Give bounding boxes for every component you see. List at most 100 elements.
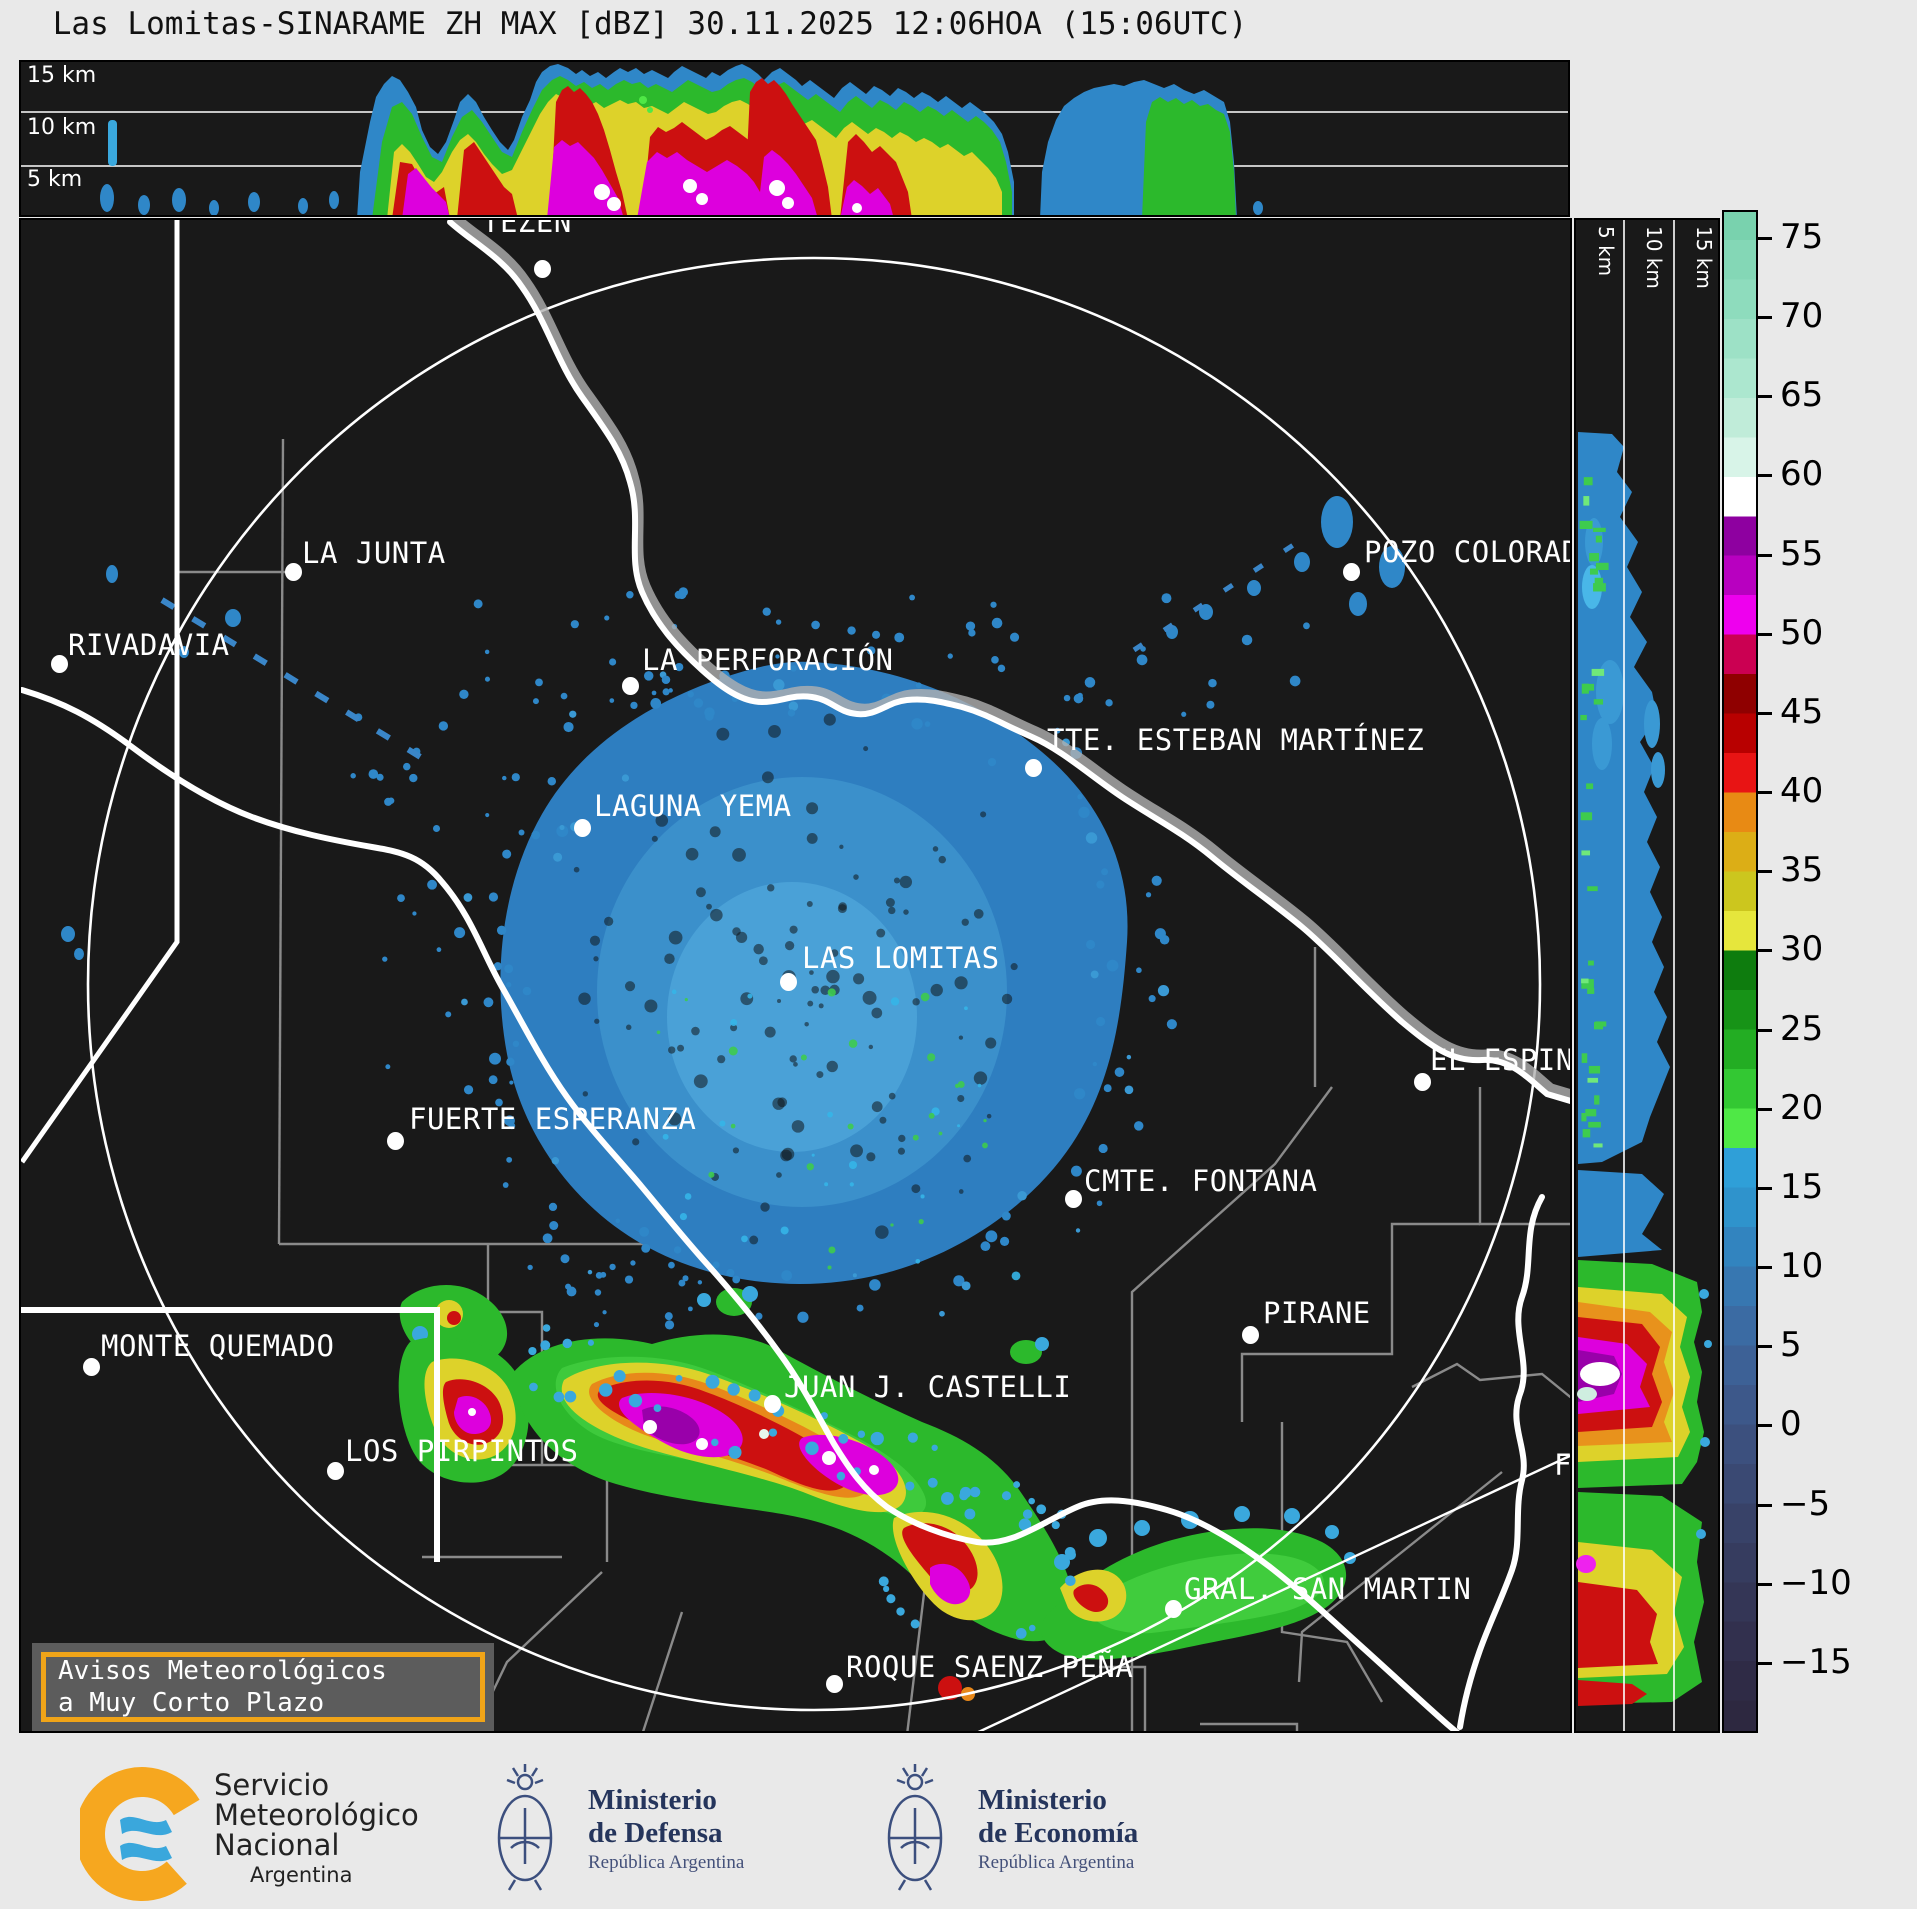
top-panel-echoes (100, 64, 1263, 215)
colorbar-tick-label: 55 (1780, 533, 1824, 574)
top-cross-section-panel: 15 km 10 km 5 km (19, 60, 1570, 217)
city-label: MONTE QUEMADO (101, 1329, 335, 1363)
city-dot (1065, 1190, 1082, 1208)
city-label: LOS PIRPINTOS (345, 1434, 579, 1468)
top-cross-section-graphic (21, 64, 1568, 215)
colorbar-tick-label: 35 (1780, 850, 1824, 891)
right-cross-section-graphic (1576, 220, 1712, 1731)
rivers (21, 220, 1570, 1731)
city-label: ROQUE SAENZ PEÑA (846, 1650, 1134, 1684)
city-label: RIVADAVIA (68, 628, 230, 662)
city-dot (327, 1462, 344, 1480)
colorbar-tick (1758, 1582, 1772, 1586)
ministry-name-line: de Defensa (588, 1817, 723, 1849)
defensa-crest-icon (497, 1764, 553, 1891)
footer: Servicio Meteorológico Nacional Argentin… (0, 1756, 1917, 1909)
top-altitude-label: 10 km (27, 115, 97, 140)
rhi-echoes (1576, 432, 1712, 1706)
colorbar-tick-label: 45 (1780, 691, 1824, 732)
city-dot (83, 1358, 100, 1376)
colorbar-tick (1758, 1503, 1772, 1507)
top-altitude-label: 15 km (27, 63, 97, 88)
route-line-white (977, 1454, 1570, 1731)
city-label: CMTE. FONTANA (1084, 1164, 1318, 1198)
colorbar-tick (1758, 791, 1772, 795)
city-label: LA PERFORACIÓN (642, 643, 894, 677)
right-cross-section-panel: 5 km 10 km 15 km (1574, 218, 1720, 1733)
economia-crest-icon (887, 1764, 943, 1891)
city-label: TTE. ESTEBAN MARTÍNEZ (1047, 723, 1425, 757)
colorbar-tick (1758, 553, 1772, 557)
smn-name-line: Meteorológico (214, 1798, 419, 1832)
city-dot (1414, 1073, 1431, 1091)
warning-line-1: Avisos Meteorológicos (58, 1656, 387, 1686)
colorbar-tick-label: −15 (1780, 1641, 1852, 1682)
colorbar-tick (1758, 1424, 1772, 1428)
city-dot (1242, 1326, 1259, 1344)
colorbar-tick (1758, 1345, 1772, 1349)
echo-spoke-trail (160, 597, 439, 770)
ministry-name-line: de Economía (978, 1817, 1139, 1849)
colorbar-tick (1758, 632, 1772, 636)
city-dot (285, 563, 302, 581)
city-dot (780, 973, 797, 991)
ministry-subtitle: República Argentina (978, 1852, 1135, 1873)
city-label: EL ESPINILLO (1430, 1043, 1572, 1077)
colorbar-tick (1758, 395, 1772, 399)
smn-country: Argentina (250, 1863, 353, 1887)
colorbar-tick (1758, 1107, 1772, 1111)
city-dot (574, 819, 591, 837)
city-dot (51, 655, 68, 673)
colorbar-tick-label: 30 (1780, 929, 1824, 970)
river-east (1457, 1194, 1545, 1730)
top-altitude-label: 5 km (27, 167, 83, 192)
colorbar-tick-label: 75 (1780, 217, 1824, 257)
radar-map-panel: TEZÉN LA JUNTA POZO COLORADO LA PERFORACIÓN… (19, 218, 1572, 1733)
city-label: LAS LOMITAS (802, 941, 1000, 975)
page-title: Las Lomitas-SINARAME ZH MAX [dBZ] 30.11.… (52, 6, 1248, 42)
colorbar-tick-label: 15 (1780, 1166, 1824, 1207)
colorbar-tick-label: 60 (1780, 454, 1824, 495)
city-dot (764, 1395, 781, 1413)
echo-small-cells (697, 1286, 1049, 1364)
rhi-altitude-label: 10 km (1642, 226, 1666, 289)
colorbar-tick-label: 5 (1780, 1325, 1802, 1366)
smn-logo-icon (80, 1767, 209, 1901)
city-label: GRAL. SAN MARTIN (1184, 1572, 1472, 1606)
colorbar-tick (1758, 316, 1772, 320)
city-label: LA JUNTA (302, 536, 446, 570)
city-dot (1343, 563, 1360, 581)
ministry-name-line: Ministerio (588, 1784, 717, 1816)
province-borders (21, 220, 440, 1562)
colorbar-tick-label: 65 (1780, 375, 1824, 416)
warning-line-2: a Muy Corto Plazo (58, 1688, 325, 1718)
colorbar-tick (1758, 711, 1772, 715)
dbz-colorbar (1722, 210, 1758, 1733)
defensa-logo-block: Ministerio de Defensa República Argentin… (470, 1756, 830, 1909)
colorbar-tick-label: 40 (1780, 771, 1824, 812)
river-shadow (451, 220, 1570, 1099)
colorbar-tick-label: 25 (1780, 1008, 1824, 1049)
rhi-gridlines (1623, 220, 1675, 1731)
city-dot (622, 677, 639, 695)
city-dot (826, 1675, 843, 1693)
colorbar-tick (1758, 237, 1772, 240)
radar-echoes (61, 496, 1405, 1701)
colorbar-tick-label: 20 (1780, 1087, 1824, 1128)
colorbar-tick (1758, 474, 1772, 478)
weather-warning-box: Avisos Meteorológicos a Muy Corto Plazo (32, 1643, 494, 1731)
rhi-altitude-label: 15 km (1692, 226, 1716, 289)
city-label: LAGUNA YEMA (594, 789, 792, 823)
economia-logo-block: Ministerio de Economía República Argenti… (860, 1756, 1240, 1909)
colorbar-tick-label: −10 (1780, 1562, 1852, 1603)
river-pilcomayo (447, 220, 1570, 1104)
smn-name-line: Servicio (214, 1768, 330, 1802)
colorbar-tick-label: −5 (1780, 1483, 1831, 1524)
colorbar-tick (1758, 1028, 1772, 1032)
city-label: TEZÉN (482, 218, 572, 239)
echo-spoke-trail (1132, 531, 1312, 653)
colorbar-tick (1758, 870, 1772, 874)
city-label: FUERTE ESPERANZA (409, 1102, 697, 1136)
city-label: JUAN J. CASTELLI (784, 1370, 1072, 1404)
radar-map-graphic (21, 220, 1570, 1731)
